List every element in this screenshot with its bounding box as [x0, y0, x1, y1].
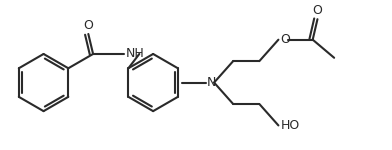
Text: O: O	[83, 19, 93, 32]
Text: O: O	[312, 4, 322, 17]
Text: O: O	[280, 33, 290, 46]
Text: HO: HO	[280, 119, 299, 132]
Text: N: N	[207, 76, 216, 89]
Text: NH: NH	[125, 47, 144, 60]
